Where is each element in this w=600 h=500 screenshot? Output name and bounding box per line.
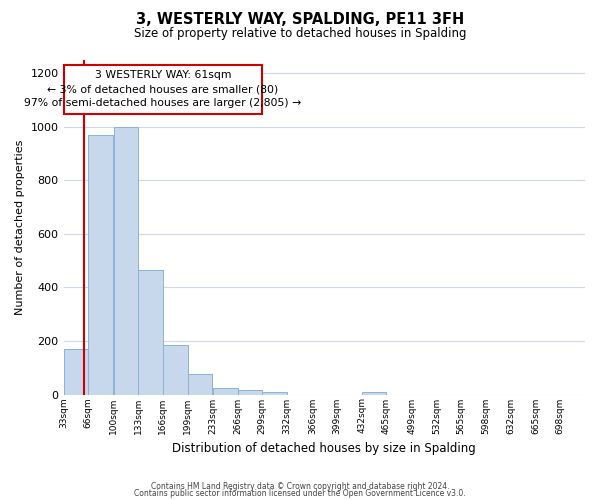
Y-axis label: Number of detached properties: Number of detached properties <box>15 140 25 315</box>
FancyBboxPatch shape <box>64 66 262 114</box>
Text: Contains public sector information licensed under the Open Government Licence v3: Contains public sector information licen… <box>134 488 466 498</box>
Bar <box>88 135 113 394</box>
Bar <box>163 345 188 395</box>
Bar <box>213 388 238 394</box>
X-axis label: Distribution of detached houses by size in Spalding: Distribution of detached houses by size … <box>172 442 476 455</box>
Bar <box>188 374 212 394</box>
Text: 3 WESTERLY WAY: 61sqm
← 3% of detached houses are smaller (80)
97% of semi-detac: 3 WESTERLY WAY: 61sqm ← 3% of detached h… <box>24 70 302 108</box>
Text: 3, WESTERLY WAY, SPALDING, PE11 3FH: 3, WESTERLY WAY, SPALDING, PE11 3FH <box>136 12 464 28</box>
Text: Size of property relative to detached houses in Spalding: Size of property relative to detached ho… <box>134 28 466 40</box>
Bar <box>113 127 138 394</box>
Bar <box>138 270 163 394</box>
Bar <box>64 349 88 395</box>
Bar <box>262 392 287 394</box>
Text: Contains HM Land Registry data © Crown copyright and database right 2024.: Contains HM Land Registry data © Crown c… <box>151 482 449 491</box>
Bar <box>238 390 262 394</box>
Bar <box>362 392 386 394</box>
